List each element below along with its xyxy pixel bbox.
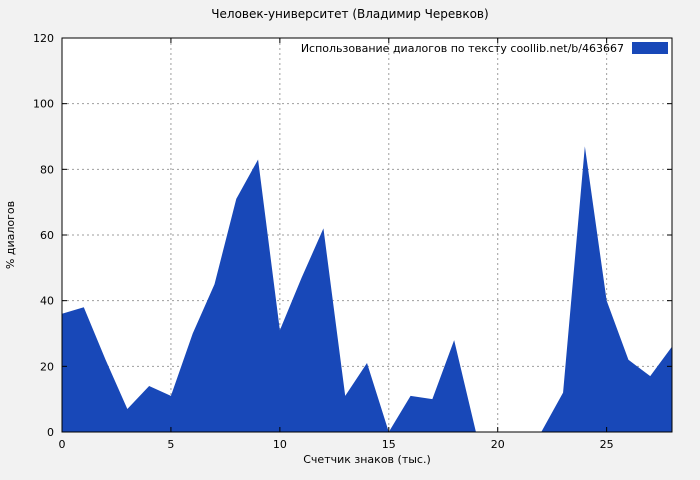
x-tick-label: 10 [273, 438, 287, 451]
gridlines [62, 38, 672, 432]
chart-generated-layers [62, 38, 672, 432]
y-tick-label: 100 [33, 98, 54, 111]
axis-ticks: 0 5 10 15 20 25 0 20 40 60 80 100 120 [33, 32, 672, 451]
x-tick-label: 0 [59, 438, 66, 451]
y-tick-label: 0 [47, 426, 54, 439]
legend-swatch [632, 42, 668, 54]
y-axis-label: % диалогов [4, 201, 17, 269]
area-series [62, 146, 672, 432]
y-tick-label: 120 [33, 32, 54, 45]
legend-label: Использование диалогов по тексту coollib… [301, 42, 624, 55]
y-tick-label: 40 [40, 295, 54, 308]
y-tick-label: 20 [40, 360, 54, 373]
y-tick-label: 60 [40, 229, 54, 242]
y-tick-label: 80 [40, 163, 54, 176]
x-tick-label: 20 [491, 438, 505, 451]
chart-title: Человек-университет (Владимир Черевков) [211, 7, 488, 21]
x-axis-label: Счетчик знаков (тыс.) [303, 453, 431, 466]
x-tick-label: 25 [600, 438, 614, 451]
x-tick-label: 15 [382, 438, 396, 451]
x-tick-label: 5 [167, 438, 174, 451]
